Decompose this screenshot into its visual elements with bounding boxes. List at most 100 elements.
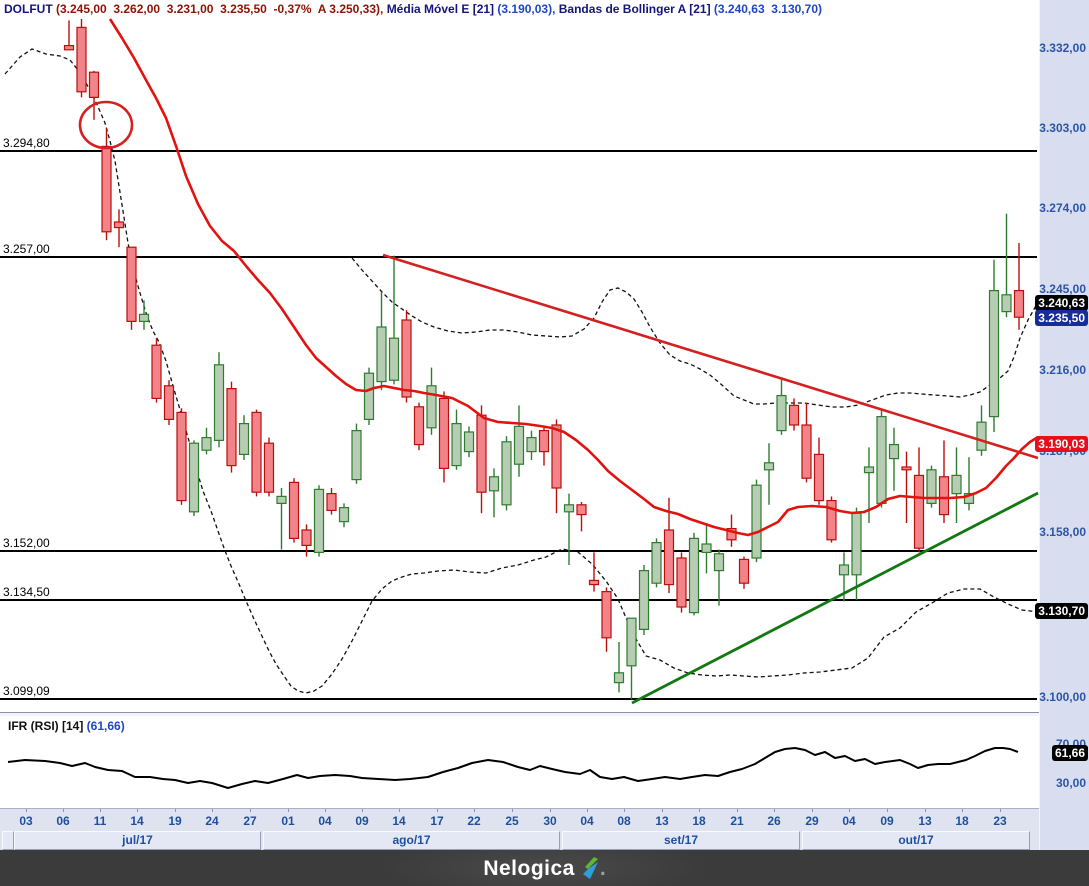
ema-line — [108, 18, 1039, 537]
day-tick-label: 13 — [918, 814, 932, 828]
candle-body — [563, 504, 575, 513]
day-tick-label: 17 — [430, 814, 444, 828]
candle-body — [826, 500, 837, 541]
bollinger-upper-band — [351, 257, 1039, 408]
day-tick-mark — [624, 809, 625, 812]
candle-body — [76, 26, 87, 93]
day-tick-mark — [137, 809, 138, 812]
candle-body — [126, 246, 137, 322]
day-tick-label: 14 — [130, 814, 144, 828]
bollinger-indicator-label: Bandas de Bollinger A [21] — [558, 2, 714, 16]
month-band-set[interactable]: set/17 — [562, 831, 800, 850]
brand-dot: . — [599, 857, 606, 880]
candle-body — [138, 313, 150, 322]
candle-body — [751, 484, 762, 559]
time-axis-panel[interactable]: 03 06 11 14 19 24 27 01 04 09 14 17 22 25 30 04 08 13 18 21… — [0, 808, 1039, 851]
price-axis-label: 3.332,00 — [1039, 41, 1086, 55]
candle-body — [238, 423, 250, 456]
day-tick-label: 21 — [730, 814, 744, 828]
candle-body — [776, 395, 787, 432]
day-tick-mark — [250, 809, 251, 812]
candle-body — [413, 406, 425, 446]
candle-body — [176, 411, 187, 502]
day-tick-label: 03 — [19, 814, 33, 828]
price-chart-canvas[interactable]: 3.294,80 3.257,00 3.152,00 3.134,50 3.099,09 — [0, 0, 1039, 850]
day-tick-mark — [887, 809, 888, 812]
candle-body — [151, 344, 162, 400]
month-band-jul[interactable]: jul/17 — [14, 831, 261, 850]
circle-annotation — [78, 100, 134, 150]
candle-body — [376, 326, 387, 383]
price-axis-label: 3.274,00 — [1039, 201, 1086, 215]
day-tick-mark — [849, 809, 850, 812]
candle-body — [363, 372, 375, 421]
candle-body — [263, 442, 275, 493]
candle-body — [1001, 294, 1012, 313]
price-badge: 3.240,63 — [1035, 295, 1088, 311]
price-axis-panel[interactable]: 3.332,00 3.303,00 3.274,00 3.245,00 3.216,00… — [1035, 0, 1089, 850]
rsi-line — [7, 747, 1019, 789]
day-tick-label: 09 — [880, 814, 894, 828]
rsi-value-badge: 61,66 — [1051, 745, 1088, 761]
month-band-out[interactable]: out/17 — [802, 831, 1030, 850]
candle-body — [863, 466, 875, 474]
candle-body — [913, 474, 925, 549]
ascending-trendline — [631, 491, 1039, 705]
day-tick-mark — [399, 809, 400, 812]
ema-indicator-value: (3.190,03), — [497, 2, 559, 16]
day-tick-mark — [550, 809, 551, 812]
candle-body — [476, 414, 487, 493]
day-tick-label: 30 — [543, 814, 557, 828]
price-axis-label: 3.245,00 — [1039, 282, 1086, 296]
day-tick-mark — [26, 809, 27, 812]
axis-corner-handle[interactable] — [2, 831, 14, 850]
candle-body — [926, 469, 937, 504]
candle-body — [713, 553, 725, 572]
candle-body — [551, 424, 562, 489]
candle-body — [876, 416, 887, 505]
day-tick-mark — [512, 809, 513, 812]
bolt-icon — [582, 857, 598, 879]
candle-body — [438, 397, 450, 469]
candle-body — [213, 364, 225, 441]
candle-body — [301, 529, 312, 546]
candle-body — [726, 527, 737, 541]
day-tick-label: 11 — [93, 814, 107, 828]
day-tick-mark — [662, 809, 663, 812]
candle-body — [113, 221, 125, 229]
price-pane-bg — [0, 0, 1039, 712]
day-tick-mark — [1000, 809, 1001, 812]
day-tick-label: 24 — [205, 814, 219, 828]
candle-body — [688, 537, 700, 614]
rsi-pane-bg — [0, 716, 1039, 808]
day-tick-label: 18 — [692, 814, 706, 828]
day-tick-mark — [774, 809, 775, 812]
price-badge: 3.190,03 — [1035, 436, 1088, 452]
descending-trendline — [382, 253, 1039, 460]
pane-splitter[interactable] — [0, 712, 1039, 713]
candle-body — [901, 466, 912, 471]
candle-body — [163, 385, 175, 420]
price-badge: 3.130,70 — [1035, 603, 1088, 619]
ema-indicator-label: Média Móvel E [21] — [386, 2, 498, 16]
candle-body — [101, 145, 112, 233]
candle-body — [388, 337, 400, 381]
candle-body — [613, 672, 625, 684]
day-tick-label: 22 — [467, 814, 481, 828]
candle-body — [626, 617, 637, 667]
day-tick-label: 13 — [655, 814, 669, 828]
brand-name: Nelogica — [483, 857, 575, 880]
candle-body — [538, 430, 550, 453]
candle-body — [526, 437, 537, 453]
day-tick-label: 18 — [955, 814, 969, 828]
day-tick-label: 25 — [505, 814, 519, 828]
candle-body — [188, 442, 200, 513]
day-tick-label: 14 — [392, 814, 406, 828]
candle-body — [251, 411, 262, 493]
candle-body — [463, 431, 475, 453]
day-tick-label: 19 — [168, 814, 182, 828]
candle-body — [401, 319, 412, 398]
month-band-ago[interactable]: ago/17 — [263, 831, 560, 850]
day-tick-mark — [100, 809, 101, 812]
